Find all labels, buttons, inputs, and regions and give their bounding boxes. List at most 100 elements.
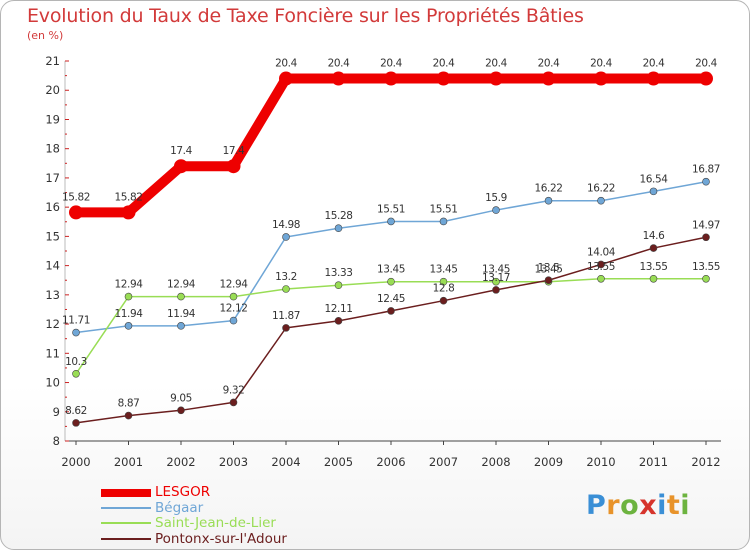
logo-letter: i bbox=[657, 490, 667, 521]
data-point-lesgor bbox=[69, 205, 83, 220]
data-point-pontonx-sur-l-adour bbox=[124, 411, 133, 420]
y-tick-label: 16 bbox=[45, 200, 60, 214]
data-label-lesgor: 20.4 bbox=[590, 58, 612, 70]
y-tick-label: 21 bbox=[45, 54, 60, 68]
logo-letter: o bbox=[620, 490, 640, 521]
data-label-pontonx-sur-l-adour: 8.62 bbox=[65, 405, 87, 417]
data-point-lesgor bbox=[436, 71, 451, 86]
data-label-begaar: 16.22 bbox=[534, 183, 562, 195]
legend-swatch bbox=[101, 537, 151, 540]
y-tick-label: 14 bbox=[45, 259, 60, 273]
data-point-saint-jean-de-lier bbox=[282, 285, 290, 293]
data-point-pontonx-sur-l-adour bbox=[282, 324, 290, 332]
data-point-begaar bbox=[229, 316, 238, 325]
data-point-lesgor bbox=[174, 159, 188, 174]
data-point-lesgor bbox=[489, 71, 503, 86]
data-label-pontonx-sur-l-adour: 12.11 bbox=[324, 303, 352, 315]
data-label-begaar: 16.87 bbox=[692, 164, 720, 176]
data-label-begaar: 15.28 bbox=[324, 210, 352, 222]
legend-label: Pontonx-sur-l'Adour bbox=[155, 530, 287, 547]
y-tick-label: 8 bbox=[53, 434, 60, 448]
data-label-lesgor: 15.82 bbox=[114, 191, 142, 203]
data-label-lesgor: 20.4 bbox=[643, 58, 665, 70]
data-point-saint-jean-de-lier bbox=[334, 281, 343, 290]
data-label-saint-jean-de-lier: 10.3 bbox=[65, 356, 87, 368]
data-point-lesgor bbox=[121, 205, 136, 220]
data-label-saint-jean-de-lier: 12.94 bbox=[219, 279, 248, 291]
x-tick-label: 2007 bbox=[429, 455, 458, 469]
y-tick-label: 19 bbox=[45, 112, 60, 126]
data-point-begaar bbox=[124, 322, 133, 330]
data-point-pontonx-sur-l-adour bbox=[229, 398, 238, 407]
y-tick-label: 18 bbox=[45, 142, 60, 156]
data-label-saint-jean-de-lier: 13.45 bbox=[534, 264, 562, 276]
data-point-pontonx-sur-l-adour bbox=[177, 406, 185, 415]
data-labels: 11.71 11.94 11.94 12.12 14.98 15.28 15.51 15.51… bbox=[62, 58, 720, 417]
data-point-saint-jean-de-lier bbox=[229, 292, 238, 301]
data-point-begaar bbox=[597, 196, 605, 205]
data-label-begaar: 11.71 bbox=[62, 315, 90, 327]
logo-letter: i bbox=[680, 490, 691, 521]
x-tick-label: 2006 bbox=[376, 455, 405, 469]
y-tick-label: 10 bbox=[45, 376, 60, 390]
y-tick-label: 9 bbox=[53, 405, 60, 419]
x-tick-label: 2003 bbox=[219, 455, 248, 469]
data-label-begaar: 15.9 bbox=[485, 192, 507, 204]
data-label-begaar: 15.51 bbox=[429, 203, 457, 215]
data-label-saint-jean-de-lier: 13.55 bbox=[692, 261, 720, 273]
data-label-begaar: 16.54 bbox=[639, 173, 668, 185]
data-point-saint-jean-de-lier bbox=[387, 277, 395, 286]
data-label-begaar: 11.94 bbox=[167, 308, 196, 320]
axes: 8 9 10 11 12 13 14 15 16 17 18 19 20 21 2000 2001 2002 20… bbox=[45, 54, 721, 469]
data-point-lesgor bbox=[699, 71, 713, 86]
data-point-pontonx-sur-l-adour bbox=[334, 317, 343, 325]
data-point-begaar bbox=[439, 217, 448, 226]
data-point-saint-jean-de-lier bbox=[177, 292, 185, 301]
x-tick-label: 2004 bbox=[271, 455, 300, 469]
data-label-saint-jean-de-lier: 13.45 bbox=[482, 264, 510, 276]
data-point-begaar bbox=[544, 196, 553, 205]
data-label-saint-jean-de-lier: 13.2 bbox=[275, 271, 297, 283]
data-point-saint-jean-de-lier bbox=[649, 274, 658, 283]
data-label-pontonx-sur-l-adour: 13.17 bbox=[482, 272, 510, 284]
x-tick-label: 2011 bbox=[639, 455, 668, 469]
legend-label: Bégaar bbox=[155, 499, 204, 516]
y-tick-label: 17 bbox=[45, 171, 60, 185]
data-point-begaar bbox=[72, 328, 80, 337]
data-label-begaar: 12.12 bbox=[219, 303, 247, 315]
data-label-saint-jean-de-lier: 13.45 bbox=[377, 264, 405, 276]
data-label-lesgor: 20.4 bbox=[275, 58, 297, 70]
legend-swatch bbox=[101, 489, 151, 497]
data-label-begaar: 15.51 bbox=[377, 203, 405, 215]
data-label-begaar: 14.98 bbox=[272, 219, 300, 231]
data-label-lesgor: 20.4 bbox=[328, 58, 350, 70]
legend-label: LESGOR bbox=[155, 484, 211, 500]
data-point-saint-jean-de-lier bbox=[492, 277, 500, 286]
x-tick-label: 2005 bbox=[324, 455, 353, 469]
data-point-saint-jean-de-lier bbox=[124, 292, 133, 301]
data-label-pontonx-sur-l-adour: 13.5 bbox=[538, 262, 560, 274]
data-label-saint-jean-de-lier: 13.55 bbox=[587, 261, 615, 273]
data-label-lesgor: 17.4 bbox=[170, 145, 192, 157]
data-point-lesgor bbox=[226, 159, 241, 174]
x-tick-label: 2010 bbox=[586, 455, 615, 469]
data-label-begaar: 11.94 bbox=[114, 308, 143, 320]
data-point-lesgor bbox=[331, 71, 346, 86]
proxiti-logo: Proxiti bbox=[586, 490, 690, 521]
logo-letter: x bbox=[639, 490, 658, 521]
data-label-lesgor: 20.4 bbox=[695, 58, 717, 70]
data-label-lesgor: 20.4 bbox=[433, 58, 455, 70]
data-label-pontonx-sur-l-adour: 11.87 bbox=[272, 310, 300, 322]
data-label-saint-jean-de-lier: 13.33 bbox=[324, 267, 352, 279]
data-point-begaar bbox=[649, 187, 658, 196]
data-point-pontonx-sur-l-adour bbox=[702, 233, 710, 242]
data-label-lesgor: 20.4 bbox=[538, 58, 560, 70]
data-label-saint-jean-de-lier: 13.45 bbox=[429, 264, 457, 276]
data-point-pontonx-sur-l-adour bbox=[492, 286, 500, 294]
data-point-lesgor bbox=[279, 71, 293, 86]
data-label-pontonx-sur-l-adour: 14.04 bbox=[587, 246, 616, 258]
data-label-lesgor: 20.4 bbox=[380, 58, 402, 70]
data-point-saint-jean-de-lier bbox=[597, 274, 605, 283]
data-label-pontonx-sur-l-adour: 12.8 bbox=[433, 283, 455, 295]
data-point-lesgor bbox=[384, 71, 398, 86]
